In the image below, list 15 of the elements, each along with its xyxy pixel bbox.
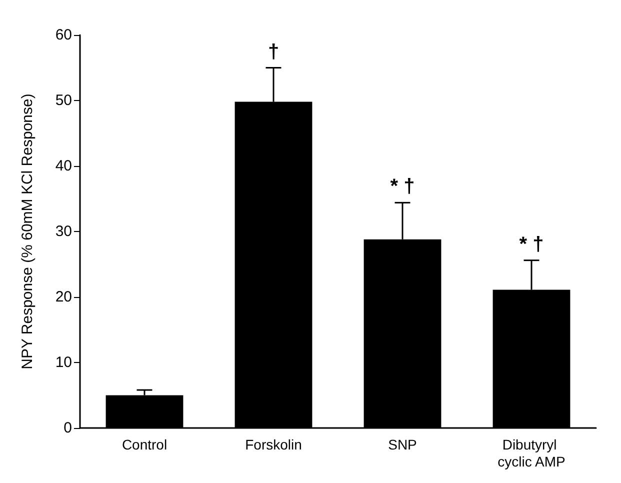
x-tick-label: Control (122, 436, 168, 452)
y-tick-label: 0 (64, 420, 72, 436)
y-tick-label: 20 (55, 288, 72, 306)
y-tick-label: 30 (55, 223, 72, 240)
y-tick-label: 50 (55, 92, 72, 109)
x-tick-label: SNP (388, 436, 417, 452)
annotation: * † (519, 233, 544, 256)
y-tick-label: 60 (55, 26, 72, 44)
annotation: † (268, 40, 280, 63)
annotation: * † (390, 176, 415, 198)
x-tick-label: Dibutyryl cyclic AMP (498, 436, 566, 470)
y-tick-label: 40 (55, 158, 72, 174)
y-axis-title: NPY Response (% 60mM KCl Response) (19, 94, 36, 370)
x-tick-label: Forskolin (245, 436, 302, 452)
y-tick-label: 10 (55, 354, 72, 371)
